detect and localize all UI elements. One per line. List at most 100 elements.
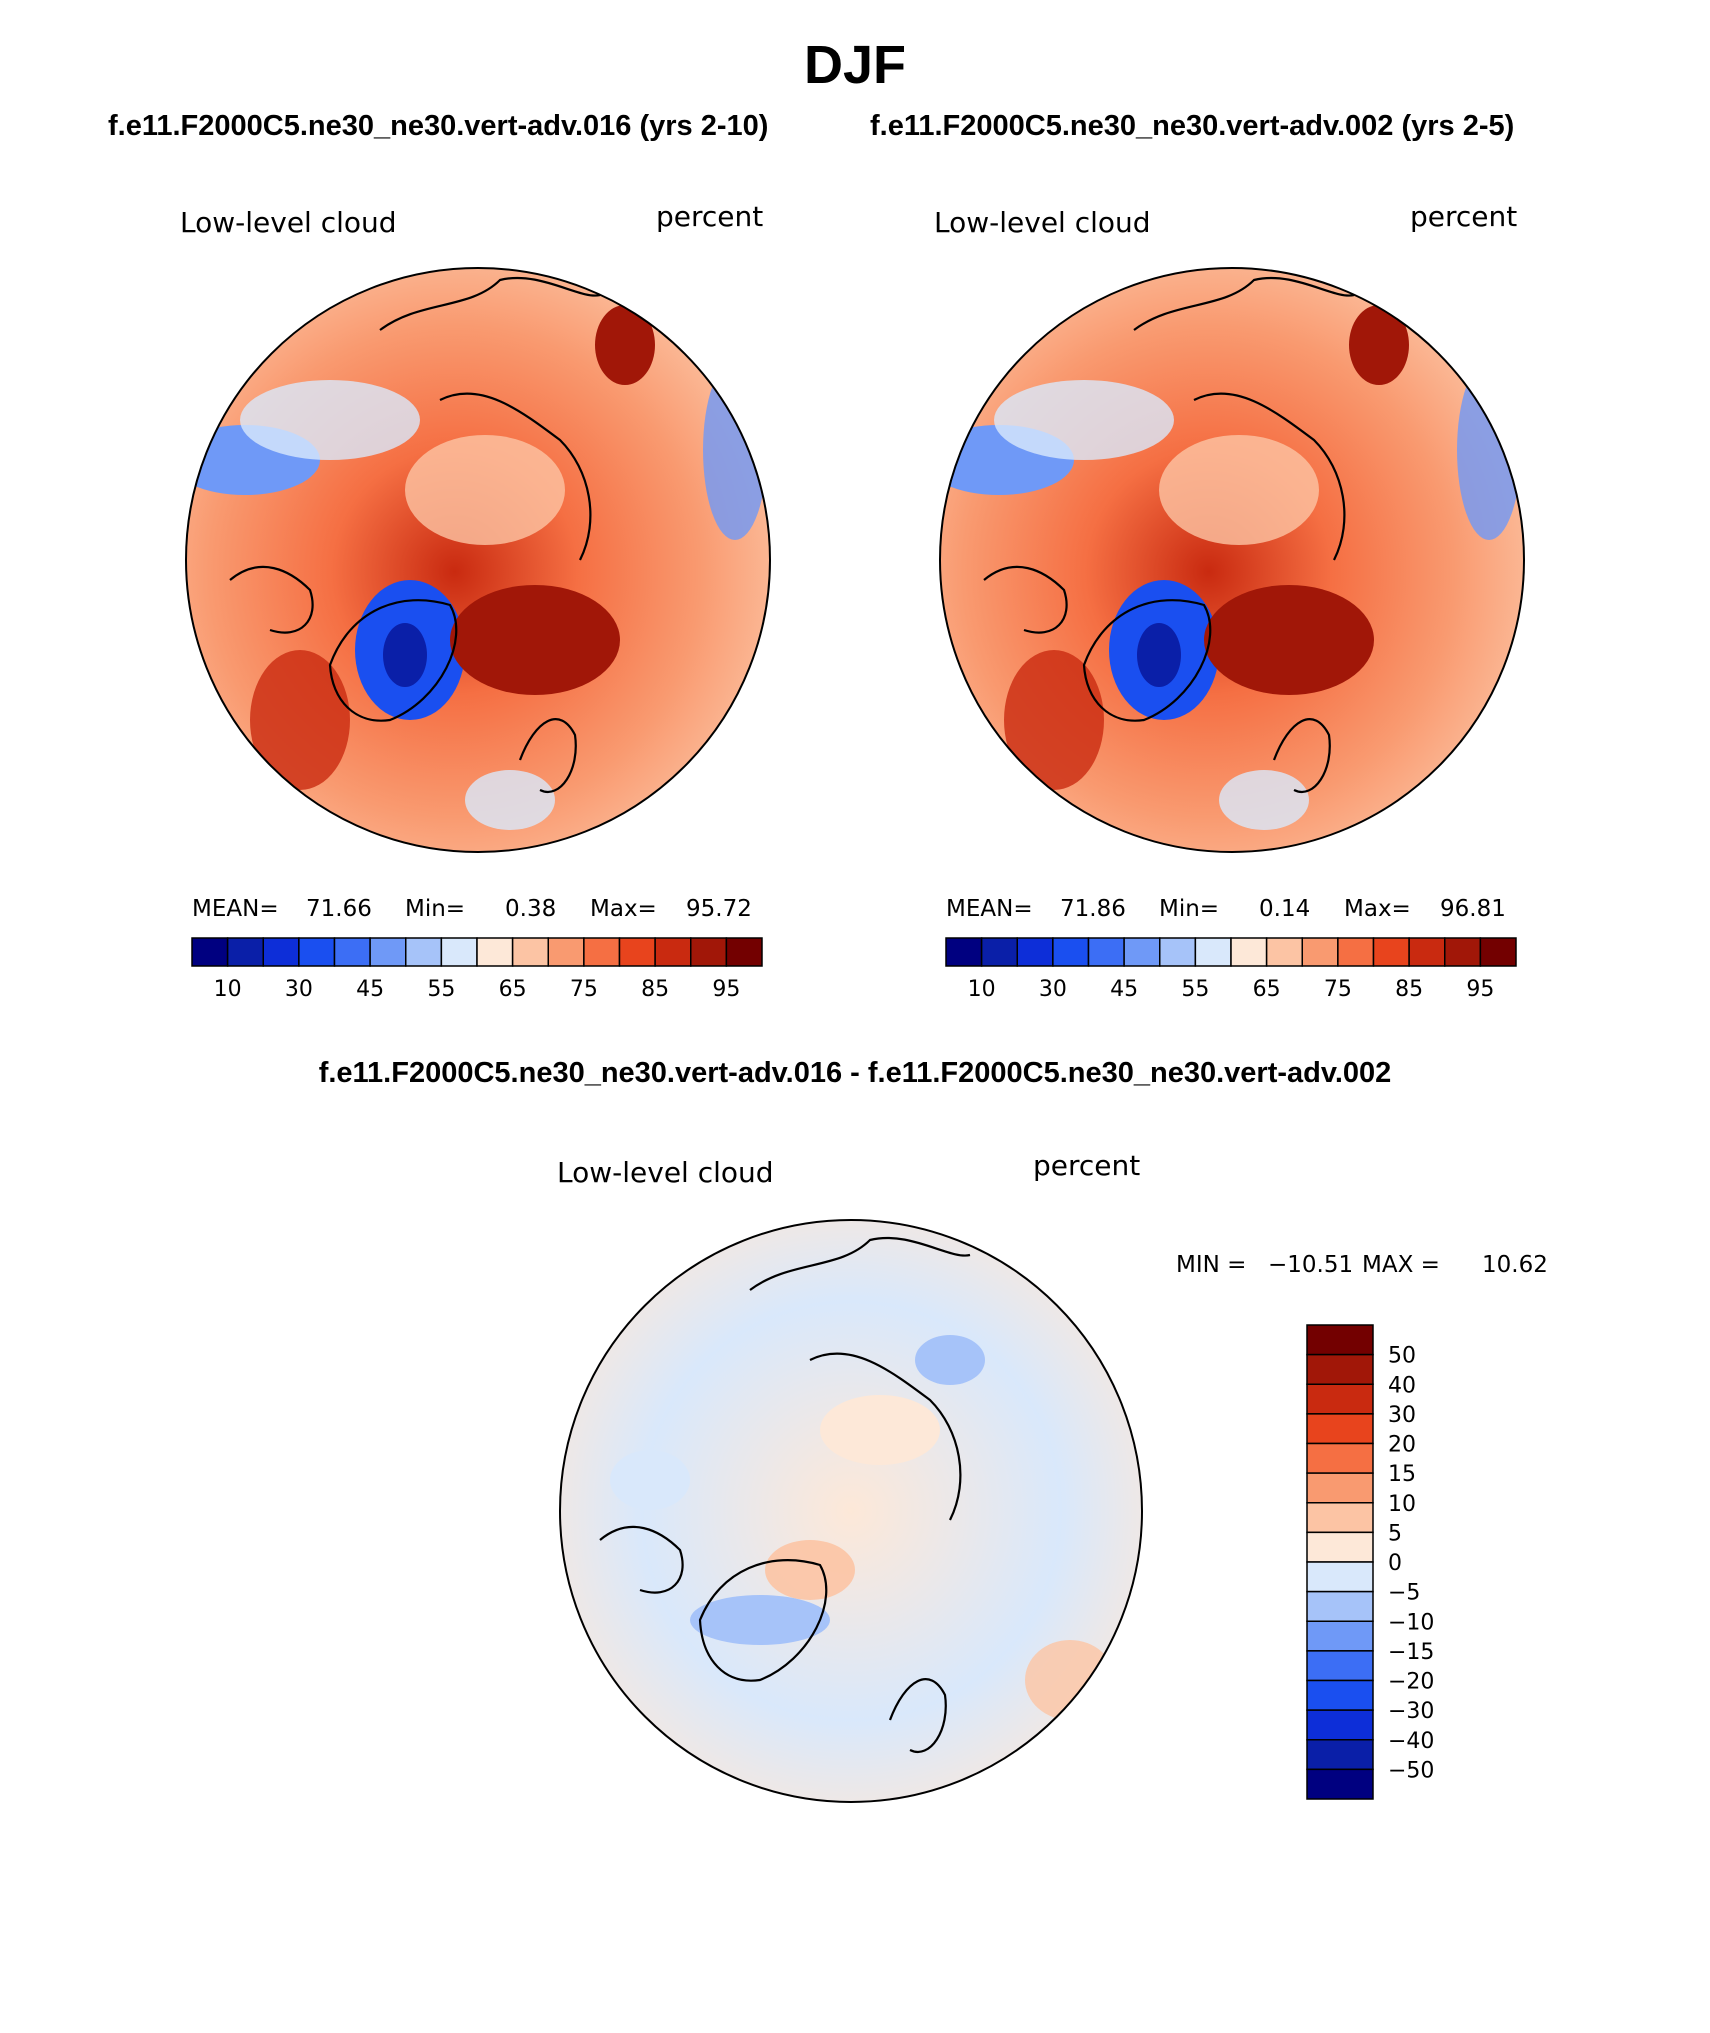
- map3-colorbar-tick-label: 10: [1388, 1492, 1416, 1517]
- map3-colorbar-tick-label: −30: [1388, 1699, 1434, 1724]
- map1-colorbar-box: [440, 937, 478, 967]
- map1-colorbar-tick-label: 75: [570, 977, 598, 1002]
- map1-colorbar-box: [725, 937, 763, 967]
- map3-colorbar-tick-label: −10: [1388, 1610, 1434, 1635]
- map2-colorbar-tick-label: 75: [1324, 977, 1352, 1002]
- map2-stats: MEAN= 71.86 Min= 0.14 Max= 96.81: [946, 896, 1506, 922]
- map2-units-label: percent: [1410, 200, 1517, 233]
- map1-mean-value: 71.66: [306, 896, 372, 922]
- run2-title: f.e11.F2000C5.ne30_ne30.vert-adv.002 (yr…: [870, 110, 1515, 142]
- map1-variable-label: Low-level cloud: [180, 206, 397, 239]
- map3-colorbar-box: [1306, 1768, 1374, 1800]
- map2-mean-label: MEAN=: [946, 896, 1033, 922]
- map2-colorbar-box: [1265, 937, 1303, 967]
- map2-colorbar-box: [1372, 937, 1410, 967]
- map3-variable-label: Low-level cloud: [557, 1156, 774, 1189]
- map3-colorbar-tick-label: −5: [1388, 1581, 1420, 1606]
- map2-colorbar-tick-label: 55: [1181, 977, 1209, 1002]
- map3-colorbar-box: [1306, 1442, 1374, 1474]
- map3-colorbar-tick-label: −15: [1388, 1640, 1434, 1665]
- map3-coastlines: [599, 1236, 971, 1753]
- map3-field: [560, 1220, 1142, 1802]
- map1-min-label: Min=: [405, 896, 465, 922]
- map3-colorbar-box: [1306, 1502, 1374, 1534]
- map3-colorbar-box: [1306, 1472, 1374, 1504]
- map2-min-label: Min=: [1159, 896, 1219, 922]
- map1-colorbar-tick-label: 30: [285, 977, 313, 1002]
- map1-colorbar-box: [583, 937, 621, 967]
- map1-colorbar-tick-label: 65: [499, 977, 527, 1002]
- map3-colorbar-tick-label: −20: [1388, 1670, 1434, 1695]
- map1-field: [186, 268, 770, 852]
- map3-units-label: percent: [1033, 1149, 1140, 1182]
- map3-colorbar-box: [1306, 1679, 1374, 1711]
- map3-colorbar-box: [1306, 1709, 1374, 1741]
- map2-colorbar-box: [1444, 937, 1482, 967]
- map1-colorbar-tick-label: 45: [356, 977, 384, 1002]
- map1-colorbar-box: [618, 937, 656, 967]
- map1-min-value: 0.38: [505, 896, 556, 922]
- map3-colorbar-box: [1306, 1620, 1374, 1652]
- map2-colorbar-tick-label: 30: [1039, 977, 1067, 1002]
- map3-min-label: MIN =: [1176, 1252, 1246, 1278]
- map2-colorbar-box: [1301, 937, 1339, 967]
- map2-max-value: 96.81: [1440, 896, 1506, 922]
- map3-colorbar-box: [1306, 1739, 1374, 1771]
- map2-colorbar-box: [1337, 937, 1375, 967]
- map1-units-label: percent: [656, 200, 763, 233]
- map2-colorbar-box: [1052, 937, 1090, 967]
- map3-colorbar-tick-label: 40: [1388, 1373, 1416, 1398]
- map2-colorbar-tick-label: 95: [1466, 977, 1494, 1002]
- map3-colorbar-tick-label: −40: [1388, 1729, 1434, 1754]
- map1-colorbar-box: [476, 937, 514, 967]
- map1-coastlines: [229, 276, 601, 793]
- map2-colorbar-box: [1087, 937, 1125, 967]
- map2-colorbar-tick-label: 85: [1395, 977, 1423, 1002]
- map1-colorbar-tick-label: 55: [427, 977, 455, 1002]
- map3-colorbar-box: [1306, 1383, 1374, 1415]
- diff-title: f.e11.F2000C5.ne30_ne30.vert-adv.016 - f…: [318, 1057, 1392, 1089]
- map2-colorbar-box: [1016, 937, 1054, 967]
- map2-colorbar-box: [1479, 937, 1517, 967]
- map3-colorbar-box: [1306, 1531, 1374, 1563]
- map1-colorbar-box: [405, 937, 443, 967]
- map2-colorbar-tick-label: 10: [968, 977, 996, 1002]
- map3-colorbar-box: [1306, 1650, 1374, 1682]
- map2-colorbar-box: [1230, 937, 1268, 967]
- map1-colorbar-box: [547, 937, 585, 967]
- map2-min-value: 0.14: [1259, 896, 1310, 922]
- map1-colorbar-box: [298, 937, 336, 967]
- map3-max-value: 10.62: [1482, 1252, 1548, 1278]
- map2-colorbar-box: [1159, 937, 1197, 967]
- map1-colorbar-box: [262, 937, 300, 967]
- map1-colorbar-box: [511, 937, 549, 967]
- map1-max-label: Max=: [590, 896, 657, 922]
- map3-colorbar-tick-label: 0: [1388, 1551, 1402, 1576]
- map1-colorbar-box: [191, 937, 229, 967]
- map3-colorbar-box: [1306, 1353, 1374, 1385]
- map1-colorbar-tick-label: 85: [641, 977, 669, 1002]
- run1-title: f.e11.F2000C5.ne30_ne30.vert-adv.016 (yr…: [108, 110, 769, 142]
- map1-mean-label: MEAN=: [192, 896, 279, 922]
- map2-colorbar-tick-label: 45: [1110, 977, 1138, 1002]
- map2-colorbar-box: [980, 937, 1018, 967]
- map2-colorbar-box: [1408, 937, 1446, 967]
- map1-max-value: 95.72: [686, 896, 752, 922]
- map1-colorbar: 10 30 45 55 65 75 85 95: [191, 937, 763, 1002]
- map3-max-label: MAX =: [1362, 1252, 1440, 1278]
- map2-colorbar-box: [1123, 937, 1161, 967]
- map3-colorbar-box: [1306, 1324, 1374, 1356]
- map3-boundary: [559, 1219, 1143, 1803]
- map2-mean-value: 71.86: [1060, 896, 1126, 922]
- map3-colorbar-tick-label: 50: [1388, 1344, 1416, 1369]
- map2-max-label: Max=: [1344, 896, 1411, 922]
- map1-colorbar-box: [654, 937, 692, 967]
- figure-title: DJF: [803, 35, 906, 95]
- map2-coastlines: [983, 276, 1355, 793]
- map3-colorbar-tick-label: −50: [1388, 1758, 1434, 1783]
- map3-colorbar-box: [1306, 1561, 1374, 1593]
- map3-colorbar-box: [1306, 1590, 1374, 1622]
- map2-colorbar-box: [1194, 937, 1232, 967]
